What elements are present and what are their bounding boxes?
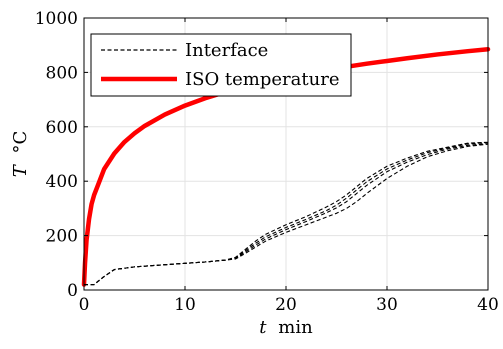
- x-tick-label: 20: [275, 295, 297, 315]
- legend-box: [90, 33, 352, 97]
- y-axis-label: T °C: [10, 131, 31, 178]
- x-tick-label: 10: [174, 295, 196, 315]
- y-tick-label: 200: [46, 227, 78, 247]
- y-axis-unit: °C: [10, 131, 31, 154]
- y-axis-variable: T: [10, 163, 31, 177]
- y-tick-label: 400: [46, 172, 78, 192]
- series-layer: [81, 47, 491, 287]
- axis-label-layer: t min T °C: [10, 131, 313, 338]
- y-tick-label: 600: [46, 118, 78, 138]
- y-tick-label: 0: [67, 281, 78, 301]
- x-tick-label: 0: [79, 295, 90, 315]
- x-tick-label: 30: [376, 295, 398, 315]
- x-axis-unit: min: [278, 317, 313, 338]
- y-tick-label: 1000: [35, 9, 78, 29]
- x-tick-label: 40: [477, 295, 499, 315]
- legend: Interface ISO temperature: [90, 33, 352, 97]
- iso-temperature-line: [81, 47, 491, 287]
- x-axis-variable: t: [259, 317, 267, 338]
- x-axis-label: t min: [259, 317, 313, 338]
- legend-label: ISO temperature: [185, 69, 339, 90]
- legend-label: Interface: [185, 40, 268, 61]
- y-tick-label: 800: [46, 63, 78, 83]
- interface-line: [84, 143, 489, 286]
